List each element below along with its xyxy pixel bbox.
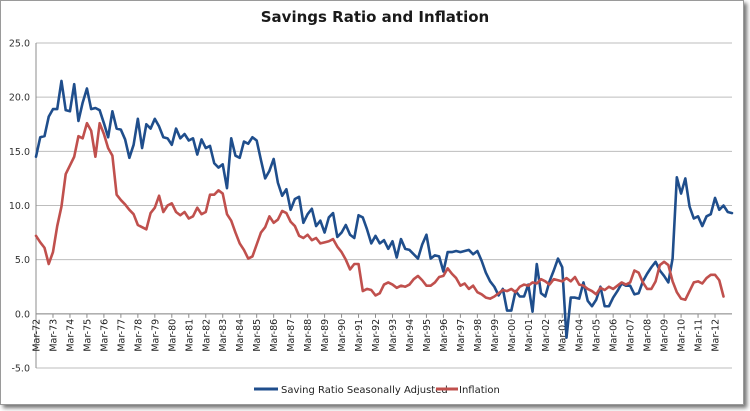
x-tick-label: Mar-05 — [592, 319, 603, 352]
x-tick-label: Mar-75 — [82, 319, 93, 352]
x-tick-label: Mar-07 — [626, 319, 637, 352]
x-tick-label: Mar-97 — [456, 319, 467, 352]
series-line-inflation — [34, 121, 725, 302]
x-tick-label: Mar-83 — [218, 319, 229, 352]
x-tick-label: Mar-96 — [439, 319, 450, 352]
x-tick-label: Mar-92 — [371, 319, 382, 352]
series-line-saving-ratio — [34, 79, 734, 339]
x-tick-label: Mar-77 — [116, 319, 127, 352]
x-tick-label: Mar-84 — [235, 319, 246, 352]
y-axis-ticks: -5.0 0.0 5.0 10.0 15.0 20.0 25.0 — [9, 39, 30, 375]
x-tick-label: Mar-02 — [541, 319, 552, 352]
x-tick-label: Mar-98 — [473, 319, 484, 352]
legend-label-saving-ratio: Saving Ratio Seasonally Adjusted — [281, 385, 448, 396]
y-tick-label: 15.0 — [9, 147, 30, 158]
x-tick-label: Mar-10 — [677, 319, 688, 352]
x-tick-label: Mar-87 — [286, 319, 297, 352]
legend-label-inflation: Inflation — [459, 385, 500, 396]
gridlines — [36, 42, 732, 369]
legend: Saving Ratio Seasonally Adjusted Inflati… — [254, 385, 500, 396]
y-tick-label: 20.0 — [9, 93, 30, 104]
y-tick-label: 25.0 — [9, 39, 30, 50]
x-tick-label: Mar-04 — [575, 319, 586, 352]
x-tick-label: Mar-82 — [201, 319, 212, 352]
x-tick-label: Mar-11 — [694, 319, 705, 352]
x-tick-label: Mar-01 — [524, 319, 535, 352]
x-tick-label: Mar-76 — [99, 319, 110, 352]
x-tick-label: Mar-72 — [32, 319, 43, 352]
x-tick-label: Mar-95 — [422, 319, 433, 352]
x-tick-label: Mar-00 — [507, 319, 518, 352]
x-tick-label: Mar-94 — [405, 319, 416, 352]
x-tick-label: Mar-08 — [643, 319, 654, 352]
x-axis-ticks: Mar-72 Mar-73 Mar-74 Mar-75 Mar-76 Mar-77 Mar-… — [32, 313, 722, 352]
x-tick-label: Mar-99 — [490, 319, 501, 352]
x-tick-label: Mar-85 — [252, 319, 263, 352]
x-tick-label: Mar-89 — [320, 319, 331, 352]
x-tick-label: Mar-79 — [150, 319, 161, 352]
x-tick-label: Mar-12 — [711, 319, 722, 352]
x-tick-label: Mar-09 — [660, 319, 671, 352]
x-tick-label: Mar-78 — [133, 319, 144, 352]
y-tick-label: 0.0 — [15, 309, 30, 320]
series-lines — [34, 79, 734, 339]
x-tick-label: Mar-91 — [354, 319, 365, 352]
x-tick-label: Mar-06 — [609, 319, 620, 352]
x-tick-label: Mar-03 — [558, 319, 569, 352]
x-tick-label: Mar-81 — [184, 319, 195, 352]
y-tick-label: -5.0 — [11, 364, 30, 375]
y-tick-label: 5.0 — [15, 255, 30, 266]
chart-title: Savings Ratio and Inflation — [260, 8, 490, 26]
x-tick-label: Mar-90 — [337, 319, 348, 352]
x-tick-label: Mar-73 — [48, 319, 59, 352]
x-tick-label: Mar-88 — [303, 319, 314, 352]
x-tick-label: Mar-80 — [167, 319, 178, 352]
x-tick-label: Mar-74 — [65, 319, 76, 352]
x-tick-label: Mar-86 — [269, 319, 280, 352]
y-tick-label: 10.0 — [9, 201, 30, 212]
x-tick-label: Mar-93 — [388, 319, 399, 352]
